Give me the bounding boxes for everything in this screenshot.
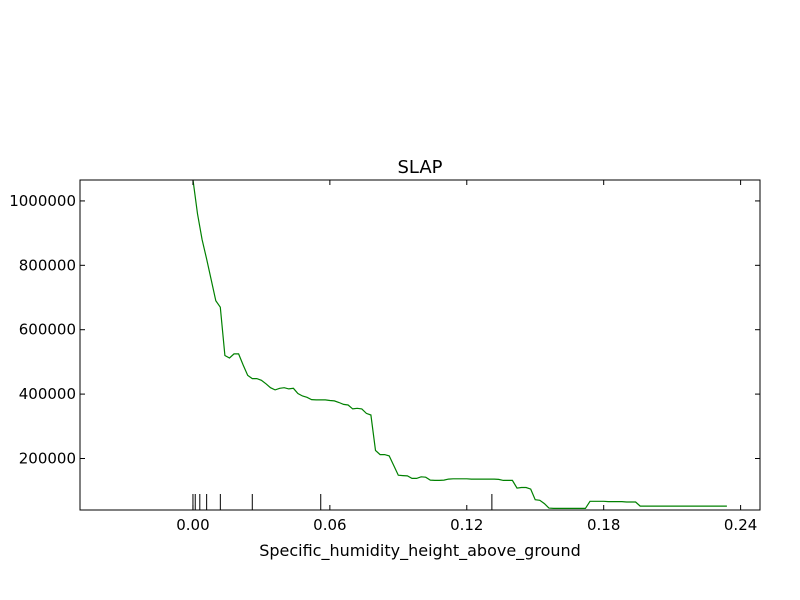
y-tick-label: 1000000 — [9, 192, 76, 210]
plot-frame — [79, 179, 761, 511]
chart-title: SLAP — [397, 157, 442, 178]
axes: 0.00 0.06 0.12 0.18 0.24 200000 400000 600000 80… — [9, 179, 761, 534]
y-tick-label: 800000 — [19, 256, 76, 274]
plot-area — [192, 180, 727, 510]
x-tick-label: 0.24 — [724, 516, 757, 534]
series-line-0 — [192, 180, 727, 509]
x-tick-label: 0.18 — [587, 516, 620, 534]
x-tick-label: 0.00 — [176, 516, 209, 534]
x-tick-label: 0.06 — [313, 516, 346, 534]
y-tick-label: 600000 — [19, 321, 76, 339]
y-tick-label: 200000 — [19, 449, 76, 467]
y-tick-label: 400000 — [19, 385, 76, 403]
x-axis-label: Specific_humidity_height_above_ground — [259, 541, 581, 561]
x-tick-label: 0.12 — [450, 516, 483, 534]
